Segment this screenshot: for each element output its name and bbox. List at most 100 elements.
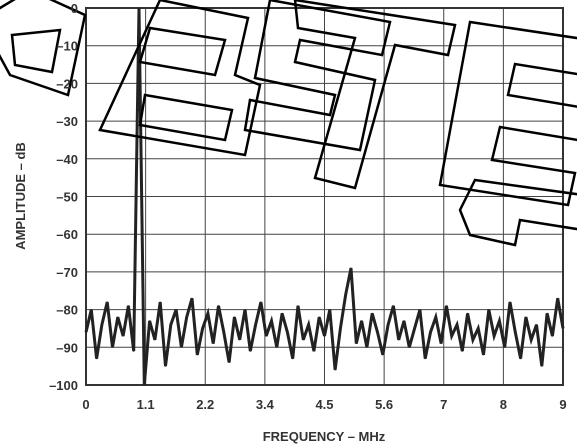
data-point <box>509 301 511 303</box>
data-point <box>488 309 490 311</box>
data-point <box>456 324 458 326</box>
data-point <box>498 320 500 322</box>
data-point <box>461 350 463 352</box>
data-point <box>281 312 283 314</box>
data-point <box>196 354 198 356</box>
data-point <box>493 335 495 337</box>
data-point <box>202 327 204 329</box>
data-point <box>435 316 437 318</box>
data-point <box>323 335 326 337</box>
x-tick-label: 4.5 <box>315 397 333 412</box>
data-point <box>244 309 246 311</box>
data-point <box>154 339 156 341</box>
data-point <box>217 305 220 307</box>
data-point <box>419 309 421 311</box>
data-point <box>334 369 336 371</box>
x-tick-label: 5.6 <box>375 397 393 412</box>
data-point <box>440 342 442 345</box>
x-axis-title: FREQUENCY – MHz <box>263 429 386 444</box>
y-tick-label: –100 <box>49 378 78 393</box>
data-point <box>557 297 559 299</box>
x-tick-label: 2.2 <box>196 397 214 412</box>
x-tick-label: 1.1 <box>137 397 155 412</box>
data-point <box>345 293 347 296</box>
y-axis-title: AMPLITUDE – dB <box>13 142 28 250</box>
series-layer <box>84 7 565 386</box>
data-point <box>392 305 394 307</box>
data-point <box>376 331 379 333</box>
data-point <box>106 301 108 303</box>
grid <box>85 7 564 386</box>
x-tick-label: 9 <box>559 397 566 412</box>
x-tick-label: 0 <box>82 397 89 412</box>
data-point <box>520 358 522 360</box>
data-point <box>408 346 410 348</box>
data-point <box>530 339 532 341</box>
data-point <box>514 331 516 333</box>
data-point <box>239 339 241 341</box>
data-point <box>361 320 363 322</box>
data-point <box>297 305 299 307</box>
data-point <box>551 335 554 337</box>
y-tick-label: –60 <box>56 227 78 242</box>
data-point <box>286 331 288 333</box>
y-tick-label: –40 <box>56 152 78 167</box>
data-point <box>535 324 538 326</box>
data-point <box>429 331 432 333</box>
data-point <box>525 316 527 318</box>
data-point <box>292 358 294 360</box>
x-tick-label: 7 <box>440 397 447 412</box>
data-point <box>149 320 151 322</box>
data-point <box>111 346 114 348</box>
data-point <box>159 301 161 303</box>
data-point <box>541 365 543 367</box>
data-point <box>477 327 479 329</box>
data-point <box>329 309 331 311</box>
y-tick-label: –90 <box>56 340 78 355</box>
data-point <box>249 350 251 352</box>
data-point <box>318 316 320 318</box>
data-point <box>313 350 315 352</box>
y-tick-label: –10 <box>56 39 78 54</box>
data-point <box>562 327 564 329</box>
data-point <box>339 327 341 329</box>
data-point <box>90 309 92 311</box>
data-point <box>133 350 135 352</box>
data-point <box>445 305 447 307</box>
data-point <box>371 312 373 314</box>
data-point <box>366 346 368 348</box>
data-point <box>223 331 225 333</box>
data-point <box>308 324 310 326</box>
data-point <box>186 316 188 318</box>
data-point <box>96 358 98 360</box>
data-point <box>424 358 426 360</box>
y-tick-label: –50 <box>56 190 78 205</box>
data-point <box>350 267 352 269</box>
data-point <box>276 346 278 348</box>
data-point <box>164 365 167 367</box>
x-tick-label: 3.4 <box>256 397 275 412</box>
x-tick-label: 8 <box>500 397 507 412</box>
data-point <box>467 312 469 314</box>
obsolete-watermark <box>0 0 577 247</box>
data-point <box>180 346 182 348</box>
data-point <box>228 361 230 363</box>
data-point <box>138 7 140 9</box>
data-point <box>233 316 235 318</box>
data-point <box>451 335 453 337</box>
data-point <box>403 320 405 322</box>
y-tick-label: –70 <box>56 265 78 280</box>
y-tick-label: –30 <box>56 114 78 129</box>
data-point <box>355 342 357 345</box>
data-point <box>382 354 384 356</box>
x-axis-ticks: 0 1.1 2.2 3.4 4.5 5.6 7 8 9 <box>82 397 566 412</box>
y-tick-label: –80 <box>56 303 78 318</box>
data-point <box>122 335 124 337</box>
data-point <box>482 354 485 356</box>
data-point <box>117 316 119 318</box>
data-point <box>260 301 262 303</box>
data-point <box>414 327 416 329</box>
data-point <box>302 339 304 341</box>
data-point <box>85 331 87 333</box>
